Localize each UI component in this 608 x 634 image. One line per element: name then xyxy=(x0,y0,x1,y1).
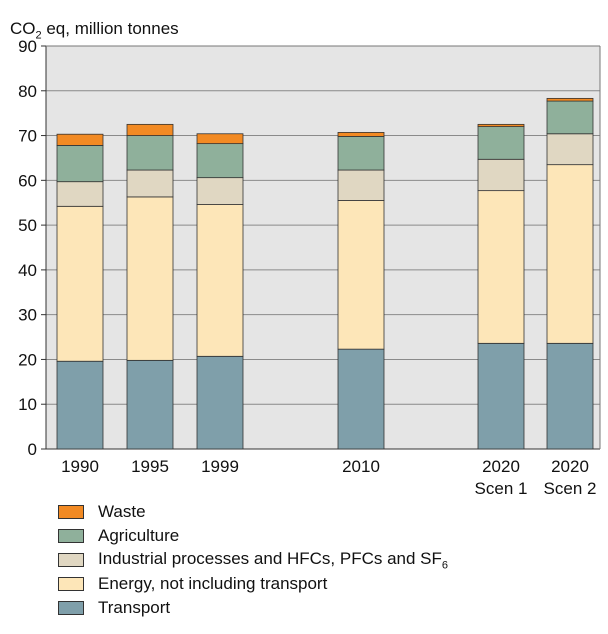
stacked-bar-chart: 0 10 20 30 40 50 60 70 80 90 1990 1995 1999 2010 2020 S… xyxy=(18,37,601,498)
y-tick-label: 0 xyxy=(28,440,37,459)
bar-segment-energy-3 xyxy=(337,200,385,350)
bar-segment-agriculture-3 xyxy=(337,136,385,171)
bar-segment-waste-5 xyxy=(546,97,594,102)
legend-label-waste: Waste xyxy=(98,502,146,521)
y-tick-label: 50 xyxy=(18,216,37,235)
legend-item-agriculture: Agriculture xyxy=(58,524,448,548)
bar-segment-industrial-4 xyxy=(477,158,525,192)
bar-segment-industrial-1 xyxy=(126,169,174,198)
legend-item-transport: Transport xyxy=(58,596,448,620)
chart-legend: Waste Agriculture Industrial processes a… xyxy=(58,500,448,620)
legend-swatch-industrial xyxy=(58,553,84,567)
bar-segment-waste-3 xyxy=(337,132,385,137)
bar-segment-transport-4 xyxy=(477,342,525,450)
bar-segment-waste-0 xyxy=(56,133,104,146)
x-tick-label-line2: Scen 2 xyxy=(544,479,597,498)
bar-segment-industrial-3 xyxy=(337,169,385,201)
y-tick-label: 20 xyxy=(18,350,37,369)
bar-segment-energy-0 xyxy=(56,205,104,362)
bar-segment-transport-2 xyxy=(196,355,244,450)
bar-segment-agriculture-2 xyxy=(196,143,244,179)
bar-segment-energy-4 xyxy=(477,190,525,344)
x-tick-label: 1990 xyxy=(61,457,99,476)
y-tick-label: 10 xyxy=(18,395,37,414)
legend-item-industrial: Industrial processes and HFCs, PFCs and … xyxy=(58,548,448,572)
y-tick-label: 90 xyxy=(18,37,37,56)
bar-segment-waste-2 xyxy=(196,133,244,145)
bar-segment-industrial-5 xyxy=(546,133,594,166)
x-tick-label: 2010 xyxy=(342,457,380,476)
y-tick-label: 40 xyxy=(18,261,37,280)
bar-segment-transport-3 xyxy=(337,348,385,450)
bar-segment-waste-1 xyxy=(126,123,174,136)
legend-label-energy: Energy, not including transport xyxy=(98,574,328,593)
bar-segment-agriculture-1 xyxy=(126,135,174,171)
y-tick-label: 70 xyxy=(18,127,37,146)
bar-segment-waste-4 xyxy=(477,123,525,128)
bar-segment-energy-1 xyxy=(126,196,174,361)
legend-swatch-energy xyxy=(58,577,84,591)
y-axis-unit-label: CO2 eq, million tonnes xyxy=(10,19,179,42)
bar-segment-transport-5 xyxy=(546,342,594,450)
bar-segment-agriculture-5 xyxy=(546,100,594,135)
legend-label-transport: Transport xyxy=(98,598,171,617)
legend-item-energy: Energy, not including transport xyxy=(58,572,448,596)
y-tick-label: 30 xyxy=(18,306,37,325)
x-tick-label: 1999 xyxy=(201,457,239,476)
x-tick-label-line2: Scen 1 xyxy=(475,479,528,498)
bar-segment-transport-1 xyxy=(126,359,174,450)
x-tick-label: 2020 xyxy=(551,457,589,476)
legend-item-waste: Waste xyxy=(58,500,448,524)
legend-swatch-agriculture xyxy=(58,529,84,543)
legend-label-industrial: Industrial processes and HFCs, PFCs and … xyxy=(98,548,449,572)
y-tick-label: 60 xyxy=(18,171,37,190)
bar-segment-industrial-2 xyxy=(196,177,244,205)
legend-swatch-transport xyxy=(58,601,84,615)
bar-segment-energy-2 xyxy=(196,204,244,357)
legend-swatch-waste xyxy=(58,505,84,519)
x-tick-label: 2020 xyxy=(482,457,520,476)
bar-segment-transport-0 xyxy=(56,360,104,450)
y-tick-label: 80 xyxy=(18,82,37,101)
bar-segment-agriculture-0 xyxy=(56,145,104,183)
x-tick-label: 1995 xyxy=(131,457,169,476)
bar-segment-industrial-0 xyxy=(56,181,104,207)
legend-label-agriculture: Agriculture xyxy=(98,526,180,545)
bar-segment-agriculture-4 xyxy=(477,126,525,160)
bar-segment-energy-5 xyxy=(546,164,594,344)
